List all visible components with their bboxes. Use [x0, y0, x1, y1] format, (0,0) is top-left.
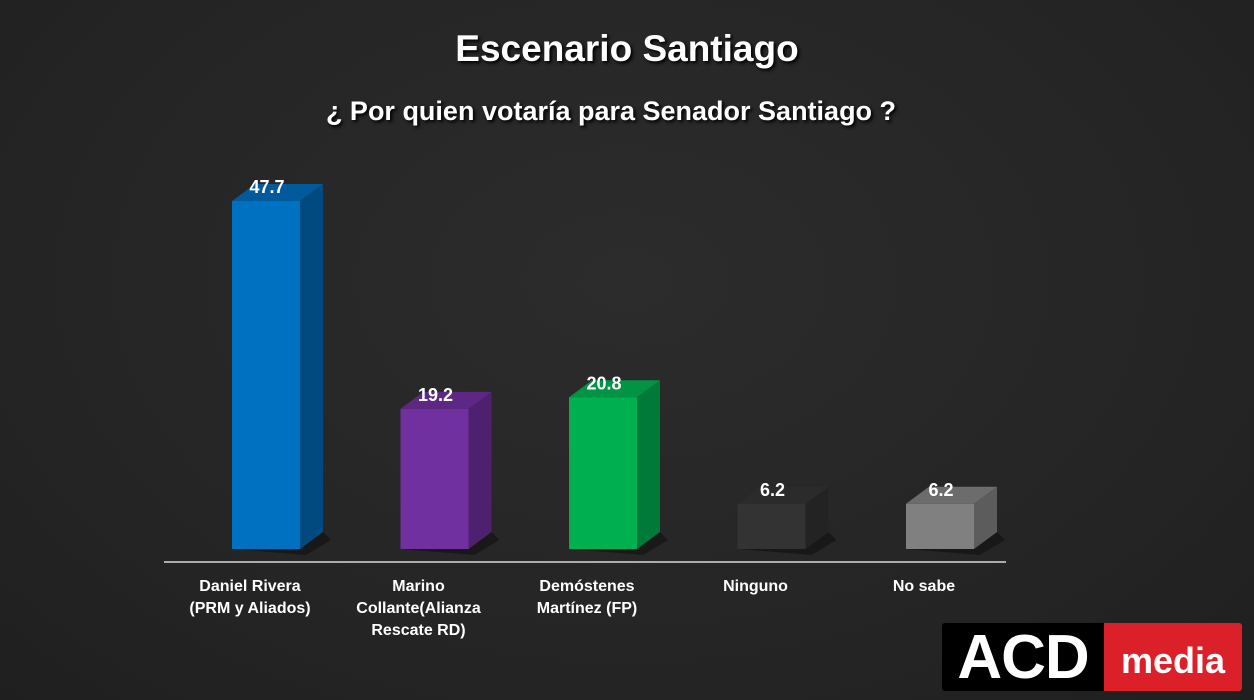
- bar-top: [737, 486, 829, 504]
- bar-top: [569, 380, 660, 398]
- logo-acd: ACD: [942, 623, 1104, 691]
- data-label: 19.2: [418, 385, 453, 405]
- bar: [232, 201, 300, 549]
- bar-side: [805, 486, 829, 549]
- bar: [737, 503, 806, 549]
- logo-media: media: [1104, 623, 1242, 691]
- category-label: Ninguno: [723, 578, 788, 595]
- bar-side: [300, 184, 323, 549]
- bar-shadow: [400, 532, 500, 555]
- bar: [569, 397, 637, 549]
- bar: [400, 408, 469, 549]
- category-label: Daniel Rivera (PRM y Aliados): [189, 578, 311, 617]
- bar-side: [974, 486, 997, 549]
- chart-title: Escenario Santiago: [455, 28, 799, 69]
- bar-shadow: [737, 532, 837, 555]
- bar-shadow: [569, 532, 668, 555]
- chart-subtitle: ¿ Por quien votaría para Senador Santiag…: [325, 96, 897, 126]
- data-label: 6.2: [760, 480, 785, 500]
- data-label: 20.8: [586, 373, 621, 393]
- bar: [906, 503, 974, 549]
- bar-top: [400, 391, 492, 409]
- bar-side: [468, 391, 492, 549]
- category-label: No sabe: [892, 578, 956, 595]
- bar-top: [906, 486, 997, 504]
- bar-top: [232, 184, 323, 201]
- bar-shadow: [232, 532, 331, 555]
- bar-side: [637, 380, 660, 549]
- category-label: Demóstenes Martínez (FP): [536, 578, 638, 617]
- data-label: 47.7: [249, 177, 284, 197]
- data-label: 6.2: [928, 480, 953, 500]
- acd-media-logo: ACD media: [942, 623, 1242, 691]
- bar-shadow: [906, 532, 1005, 555]
- category-label: Marino Collante(Alianza Rescate RD): [356, 578, 481, 639]
